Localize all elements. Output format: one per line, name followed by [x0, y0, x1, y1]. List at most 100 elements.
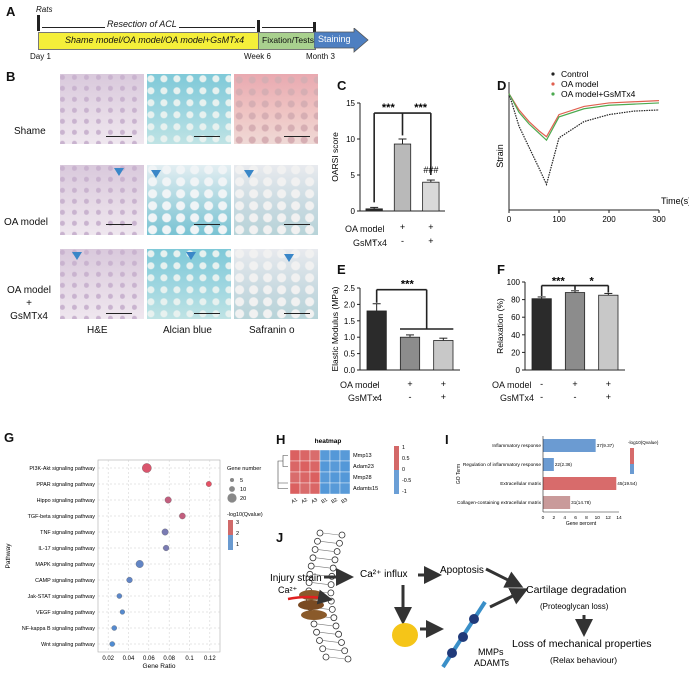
sample-label: A3: [310, 497, 318, 505]
heatmap-cell: [289, 460, 301, 473]
lipid-head: [327, 589, 335, 597]
safranin-shame: [234, 74, 318, 144]
x-tick-label: 2: [553, 515, 556, 521]
go-term-label: Collagen-containing extracellular matrix: [457, 500, 542, 506]
pathway-label: CAMP signaling pathway: [35, 578, 95, 584]
mmps-label: MMPs: [478, 647, 504, 657]
bar: [366, 310, 387, 371]
data-point: [119, 609, 125, 615]
data-point: [163, 544, 170, 552]
y-tick-label: 10: [346, 135, 355, 144]
colorbar-label: -1: [402, 489, 407, 495]
lipid-head: [330, 614, 338, 622]
pathway-label: PPAR signaling pathway: [36, 482, 95, 488]
x-axis-label: Time(s): [661, 196, 689, 206]
gsmtx4-sign: -: [540, 392, 543, 402]
oa-label-f: OA model: [492, 380, 532, 390]
x-tick-label: 100: [552, 215, 566, 224]
panel-label-j: J: [276, 530, 284, 545]
heatmap-title: heatmap: [315, 438, 342, 445]
injury-label: Injury strain: [270, 573, 322, 584]
gsmtx4-sign: -: [375, 392, 378, 402]
panel-label-g: G: [4, 430, 15, 445]
colorbar-label: 1: [402, 445, 405, 451]
significance-label: *: [590, 276, 595, 288]
y-tick-label: 0: [516, 366, 521, 375]
y-axis-label: Strain: [495, 144, 505, 168]
data-point: [179, 512, 186, 520]
membrane: [305, 529, 352, 663]
y-tick-label: 5: [351, 171, 356, 180]
oa-sign: +: [407, 379, 412, 389]
sample-label: B3: [340, 497, 348, 505]
lipid-tail: [322, 640, 339, 643]
series-line: [508, 93, 660, 138]
data-point: [109, 641, 115, 647]
x-axis-label: Gene percent: [566, 521, 597, 525]
colorbar: [228, 535, 233, 550]
y-tick-label: 2.5: [344, 284, 356, 293]
chart-g: PI3K-Akt signaling pathway PPAR signaling…: [5, 459, 263, 670]
lipid-tail: [322, 532, 340, 536]
down-arrow-icon: [284, 254, 294, 262]
gsmtx4-sign: +: [428, 236, 433, 246]
panel-label-d: D: [497, 78, 507, 93]
significance-label: ***: [552, 276, 566, 288]
data-point: [116, 593, 123, 599]
day1-label: Day 1: [30, 52, 51, 61]
bar: [543, 439, 596, 452]
gs-label-c: GsMTx4: [353, 238, 388, 248]
size-legend-title: Gene number: [227, 466, 261, 472]
staining-label: Staining: [318, 34, 351, 44]
panel-label-b: B: [6, 69, 16, 84]
data-point: [142, 463, 152, 473]
bar-value-label: 37(9.37): [597, 443, 615, 448]
groups-label: Shame model/OA model/OA model+GsMTx4: [65, 35, 245, 45]
bar-value-label: 45(19.54): [617, 481, 637, 486]
heatmap-cell: [319, 482, 331, 495]
heatmap-cell: [299, 482, 311, 495]
heatmap-cell: [339, 460, 351, 473]
cell-icon: [392, 623, 418, 647]
scale-bar: [106, 136, 132, 137]
y-axis-label: Relaxation (%): [495, 298, 505, 354]
pathway-label: MAPK signaling pathway: [35, 562, 95, 568]
oa-label-c: OA model: [345, 224, 385, 234]
y-tick-label: 15: [346, 99, 355, 108]
sample-label: A2: [300, 497, 308, 505]
lipid-head: [341, 647, 349, 655]
heatmap-cell: [339, 482, 351, 495]
pathway-label: NF-kappa B signaling pathway: [22, 626, 95, 632]
x-axis-label: Gene Ratio: [143, 663, 176, 670]
loss-label: Loss of mechanical properties: [512, 638, 652, 650]
row-label-shame: Shame: [14, 126, 46, 137]
he-oa: [60, 165, 144, 235]
x-tick-label: 0.02: [102, 656, 114, 662]
x-tick-label: 0.06: [143, 656, 155, 662]
gs-label-e: GsMTx4: [348, 393, 383, 403]
heatmap-cell: [309, 449, 321, 462]
gene-label: Adam23: [353, 464, 374, 470]
color-legend-title: -log10(Qvalue): [227, 512, 263, 518]
oa-label-e: OA model: [340, 380, 380, 390]
heatmap-cell: [329, 449, 341, 462]
resection-label: Resection of ACL: [105, 19, 179, 29]
heatmap-cell: [289, 471, 301, 484]
oa-sign: +: [606, 379, 611, 389]
go-term-label: Extracellular matrix: [500, 481, 541, 487]
color-legend-label: 1: [236, 542, 239, 548]
pathway-label: Hippo signaling pathway: [37, 498, 96, 504]
y-tick-label: 80: [511, 296, 520, 305]
month3-marker: [313, 22, 316, 32]
panel-label-e: E: [337, 262, 346, 277]
series-line: [508, 93, 660, 142]
pathway-label: TGF-beta signaling pathway: [28, 514, 96, 520]
x-tick-label: 0.04: [123, 656, 135, 662]
size-legend-label: 10: [240, 487, 246, 493]
lipid-head: [313, 628, 320, 636]
y-tick-label: 0: [351, 207, 356, 216]
lipid-head: [327, 597, 335, 605]
x-tick-label: 6: [574, 515, 577, 521]
scale-bar: [284, 136, 310, 137]
